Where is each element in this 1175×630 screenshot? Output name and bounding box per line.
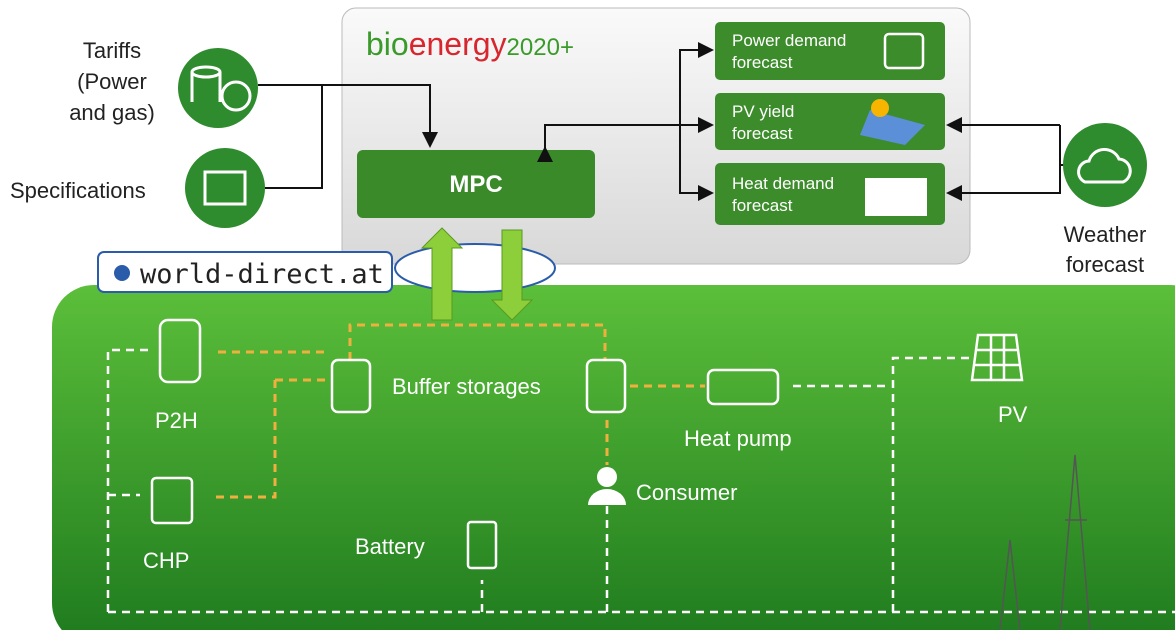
consumer-label: Consumer [636, 480, 737, 505]
specifications-label: Specifications [10, 178, 146, 203]
heat-pump-label: Heat pump [684, 426, 792, 451]
pv-label: PV [998, 402, 1028, 427]
spec-icon [185, 148, 265, 228]
provider-label: world-direct.at [140, 259, 384, 290]
consumer-head [597, 467, 617, 487]
chart-icon [865, 178, 927, 216]
diagram: bioenergy2020+ Tariffs(Powerand gas) Spe… [0, 0, 1175, 630]
mpc-label: MPC [449, 171, 502, 198]
p2h-label: P2H [155, 408, 198, 433]
cloud [395, 244, 555, 292]
provider-logo [114, 265, 130, 281]
battery-label: Battery [355, 534, 425, 559]
buffer-label: Buffer storages [392, 374, 541, 399]
site-area [52, 285, 1175, 630]
weather-icon [1063, 123, 1147, 207]
spec-line [265, 85, 322, 188]
chp-label: CHP [143, 548, 189, 573]
sun-icon [871, 99, 889, 117]
